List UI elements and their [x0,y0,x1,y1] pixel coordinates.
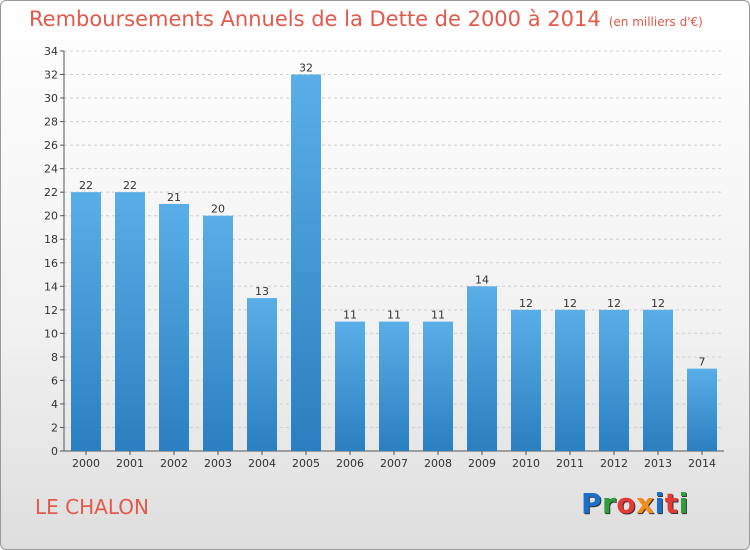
x-tick-label: 2010 [512,457,540,470]
y-tick-label: 16 [44,257,58,270]
y-tick-label: 4 [51,398,58,411]
bar [599,309,629,451]
y-tick-label: 22 [44,186,58,199]
bar-value-label: 22 [123,179,137,192]
y-tick-label: 10 [44,327,58,340]
y-tick-label: 6 [51,374,58,387]
y-tick-label: 2 [51,421,58,434]
bar [203,215,233,451]
bar-value-label: 12 [519,297,533,310]
logo-letter: i [654,487,665,520]
proxiti-logo: Proxiti [581,487,689,520]
x-tick-label: 2000 [72,457,100,470]
bar [379,321,409,451]
chart-subtitle: (en milliers d'€) [608,15,703,29]
logo-letter: x [636,487,655,520]
bar [71,192,101,452]
bar [423,321,453,451]
bar [467,286,497,451]
bar-value-label: 32 [299,62,313,75]
x-tick-label: 2002 [160,457,188,470]
bar [511,309,541,451]
y-tick-label: 26 [44,139,58,152]
bar [291,74,321,451]
y-tick-label: 20 [44,210,58,223]
logo-letter: r [602,487,617,520]
bar-value-label: 13 [255,285,269,298]
bar [159,203,189,451]
y-tick-label: 0 [51,445,58,458]
y-tick-label: 24 [44,163,58,176]
bar [687,368,717,451]
bar-value-label: 11 [431,309,445,322]
bar [643,309,673,451]
x-tick-label: 2006 [336,457,364,470]
x-tick-label: 2004 [248,457,276,470]
y-tick-label: 32 [44,69,58,82]
y-tick-label: 34 [44,45,58,58]
x-tick-label: 2008 [424,457,452,470]
bar-value-label: 11 [387,309,401,322]
y-tick-label: 18 [44,233,58,246]
commune-name: LE CHALON [35,495,149,519]
chart-title: Remboursements Annuels de la Dette de 20… [29,7,703,31]
y-tick-label: 8 [51,351,58,364]
logo-letter: o [616,487,637,520]
bar-value-label: 20 [211,203,225,216]
bar [335,321,365,451]
chart-title-text: Remboursements Annuels de la Dette de 20… [29,7,601,31]
x-tick-label: 2005 [292,457,320,470]
bar [247,298,277,451]
x-tick-label: 2009 [468,457,496,470]
x-tick-label: 2007 [380,457,408,470]
logo-letter: t [664,487,679,520]
x-tick-label: 2012 [600,457,628,470]
x-tick-label: 2014 [688,457,716,470]
bar-value-label: 11 [343,309,357,322]
bar-value-label: 7 [699,356,706,369]
bar-value-label: 12 [651,297,665,310]
x-tick-label: 2003 [204,457,232,470]
bar-value-label: 12 [607,297,621,310]
bar-value-label: 21 [167,191,181,204]
x-tick-label: 2001 [116,457,144,470]
y-tick-label: 28 [44,116,58,129]
bar-value-label: 14 [475,273,489,286]
x-tick-label: 2013 [644,457,672,470]
bar-value-label: 12 [563,297,577,310]
logo-letter: i [678,487,689,520]
y-tick-label: 12 [44,304,58,317]
y-tick-label: 14 [44,280,58,293]
bar [555,309,585,451]
x-tick-label: 2011 [556,457,584,470]
bar-value-label: 22 [79,179,93,192]
y-tick-label: 30 [44,92,58,105]
logo-letter: P [581,487,603,520]
bar [115,192,145,452]
